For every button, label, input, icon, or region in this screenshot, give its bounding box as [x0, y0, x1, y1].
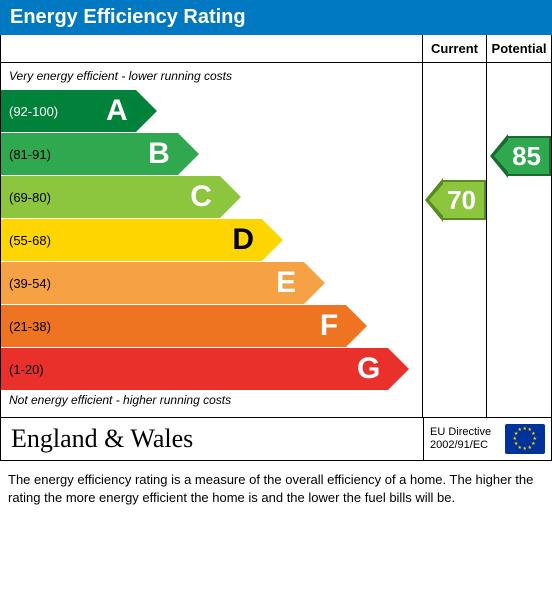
potential-pointer: 85 — [490, 136, 551, 176]
band-range: (21-38) — [9, 319, 51, 334]
band-range: (39-54) — [9, 276, 51, 291]
chart-box: Current Potential Very energy efficient … — [0, 35, 552, 461]
band-letter: G — [357, 352, 380, 386]
band-e: (39-54) E — [1, 262, 422, 304]
band-f: (21-38) F — [1, 305, 422, 347]
directive-text: EU Directive 2002/91/EC — [430, 426, 491, 452]
band-chevron-icon — [388, 348, 409, 390]
eu-star-icon: ★ — [518, 427, 522, 433]
band-bar: (55-68) D — [1, 219, 262, 261]
header-row: Current Potential — [1, 35, 551, 63]
band-bar: (69-80) C — [1, 176, 220, 218]
pointer-arrow-icon — [490, 134, 508, 178]
eu-star-icon: ★ — [523, 426, 527, 432]
bands-container: (92-100) A (81-91) B (69-80) C (55-68) D (39-54)… — [1, 90, 422, 390]
band-chevron-icon — [136, 90, 157, 132]
band-range: (81-91) — [9, 147, 51, 162]
pointer-value: 85 — [508, 136, 551, 176]
band-letter: C — [190, 180, 212, 214]
current-pointer: 70 — [425, 180, 486, 220]
band-letter: A — [106, 94, 128, 128]
band-letter: F — [320, 309, 338, 343]
band-range: (1-20) — [9, 362, 44, 377]
eu-star-icon: ★ — [528, 445, 532, 451]
band-letter: D — [232, 223, 254, 257]
band-chevron-icon — [220, 176, 241, 218]
band-chevron-icon — [262, 219, 283, 261]
band-chevron-icon — [304, 262, 325, 304]
band-range: (92-100) — [9, 104, 58, 119]
potential-column: 85 — [487, 63, 551, 417]
eu-flag-icon: ★★★★★★★★★★★★ — [505, 424, 545, 454]
region-label: England & Wales — [1, 418, 423, 460]
chart-title: Energy Efficiency Rating — [10, 6, 246, 28]
footer-right: EU Directive 2002/91/EC ★★★★★★★★★★★★ — [423, 418, 551, 460]
eu-star-icon: ★ — [523, 446, 527, 452]
band-bar: (21-38) F — [1, 305, 346, 347]
pointer-value: 70 — [443, 180, 486, 220]
band-g: (1-20) G — [1, 348, 422, 390]
title-bar: Energy Efficiency Rating — [0, 0, 552, 35]
band-chevron-icon — [178, 133, 199, 175]
epc-chart: Energy Efficiency Rating Current Potenti… — [0, 0, 552, 506]
header-spacer — [1, 35, 423, 62]
band-letter: E — [276, 266, 296, 300]
bands-area: Very energy efficient - lower running co… — [1, 63, 423, 417]
band-bar: (1-20) G — [1, 348, 388, 390]
band-bar: (92-100) A — [1, 90, 136, 132]
band-bar: (81-91) B — [1, 133, 178, 175]
band-a: (92-100) A — [1, 90, 422, 132]
header-potential: Potential — [487, 35, 551, 62]
caption-bottom: Not energy efficient - higher running co… — [1, 391, 422, 413]
directive-line1: EU Directive — [430, 426, 491, 439]
header-current: Current — [423, 35, 487, 62]
band-range: (55-68) — [9, 233, 51, 248]
description-text: The energy efficiency rating is a measur… — [0, 461, 552, 506]
footer-row: England & Wales EU Directive 2002/91/EC … — [1, 417, 551, 460]
pointer-arrow-icon — [425, 178, 443, 222]
current-column: 70 — [423, 63, 487, 417]
body-row: Very energy efficient - lower running co… — [1, 63, 551, 417]
band-d: (55-68) D — [1, 219, 422, 261]
band-b: (81-91) B — [1, 133, 422, 175]
band-letter: B — [148, 137, 170, 171]
caption-top: Very energy efficient - lower running co… — [1, 67, 422, 89]
band-bar: (39-54) E — [1, 262, 304, 304]
directive-line2: 2002/91/EC — [430, 439, 491, 452]
band-chevron-icon — [346, 305, 367, 347]
band-c: (69-80) C — [1, 176, 422, 218]
band-range: (69-80) — [9, 190, 51, 205]
